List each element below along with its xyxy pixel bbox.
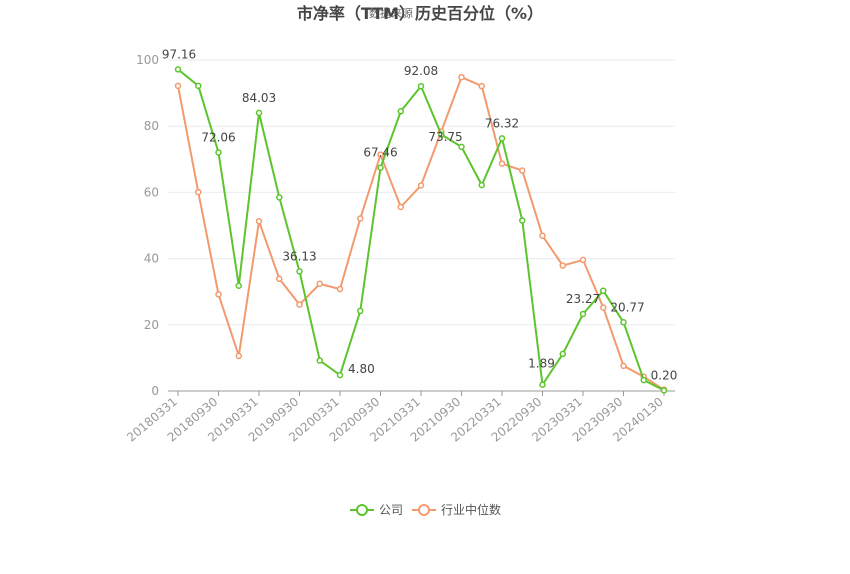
data-point [417, 182, 425, 189]
y-tick-label: 80 [144, 119, 159, 133]
data-point [478, 181, 485, 189]
data-point [397, 108, 404, 115]
data-point [215, 291, 222, 298]
data-point [235, 352, 242, 360]
data-point [640, 376, 647, 384]
grid-lines [168, 59, 675, 326]
data-point [255, 109, 263, 117]
data-point [316, 280, 323, 288]
y-axis: 0 20 40 60 80 100 [136, 53, 159, 398]
data-label: 92.08 [404, 64, 438, 78]
data-point [438, 131, 445, 138]
data-label: 76.32 [485, 116, 519, 130]
data-point [498, 160, 506, 167]
data-point [478, 82, 485, 90]
chart-subtitle: 数据来源 [369, 6, 413, 20]
y-tick-label: 40 [144, 252, 159, 266]
data-point [579, 256, 587, 264]
data-point [276, 194, 283, 201]
data-point [579, 310, 587, 318]
chart-title: 市净率（TTM）历史百分位（%） [297, 4, 543, 23]
series-line-0 [177, 68, 665, 392]
data-label: 67.46 [363, 146, 397, 160]
legend-label[interactable]: 公司 [379, 503, 403, 517]
data-label: 1.89 [528, 357, 555, 371]
data-label: 4.80 [348, 362, 375, 376]
data-point [620, 319, 627, 326]
y-tick-label: 60 [144, 185, 159, 199]
data-point [377, 151, 384, 158]
data-point [336, 371, 344, 379]
data-point [397, 203, 404, 211]
data-point [519, 217, 526, 224]
data-point [174, 66, 182, 73]
data-point [559, 262, 566, 269]
legend-swatch-marker[interactable] [418, 504, 430, 516]
y-tick-label: 20 [144, 318, 159, 332]
data-label: 97.16 [162, 47, 196, 61]
data-point [336, 285, 344, 293]
legend-swatch-marker[interactable] [356, 504, 368, 516]
data-point [276, 275, 283, 283]
legend-label[interactable]: 行业中位数 [441, 502, 501, 517]
data-point [296, 301, 303, 308]
data-label: 72.06 [201, 130, 235, 144]
data-point [600, 304, 607, 311]
data-point [559, 350, 566, 358]
data-point [377, 164, 384, 171]
data-point [600, 287, 607, 294]
data-point [498, 135, 506, 142]
data-point [458, 73, 465, 81]
data-point [357, 307, 364, 315]
data-label: 0.20 [651, 368, 678, 382]
data-point [235, 282, 242, 289]
data-label: 84.03 [242, 91, 276, 105]
data-point [316, 357, 323, 364]
data-label: 23.27 [566, 292, 600, 306]
data-point [458, 143, 465, 151]
y-tick-label: 100 [136, 53, 159, 67]
data-point [195, 82, 202, 90]
data-label: 36.13 [282, 249, 316, 263]
data-point [660, 387, 668, 394]
series-layer [174, 66, 668, 394]
x-axis: 2018033120180930201903312019093020200331… [124, 390, 675, 445]
data-point [539, 381, 546, 388]
data-label: 73.75 [428, 130, 462, 144]
y-tick-label: 0 [151, 384, 159, 398]
data-point [539, 232, 546, 240]
data-point [417, 82, 425, 90]
data-point [296, 268, 303, 275]
data-point [174, 82, 182, 90]
data-point [620, 362, 627, 370]
data-point [357, 215, 364, 222]
data-point [519, 167, 526, 174]
data-point [195, 188, 202, 196]
series-line-1 [177, 76, 665, 391]
data-label: 20.77 [610, 300, 644, 314]
data-labels: 97.16 72.06 84.03 36.13 4.80 67.46 92.08 73.75 7… [162, 47, 678, 382]
legend[interactable]: 公司 行业中位数 [350, 502, 501, 517]
data-point [215, 149, 222, 156]
data-point [255, 217, 263, 225]
